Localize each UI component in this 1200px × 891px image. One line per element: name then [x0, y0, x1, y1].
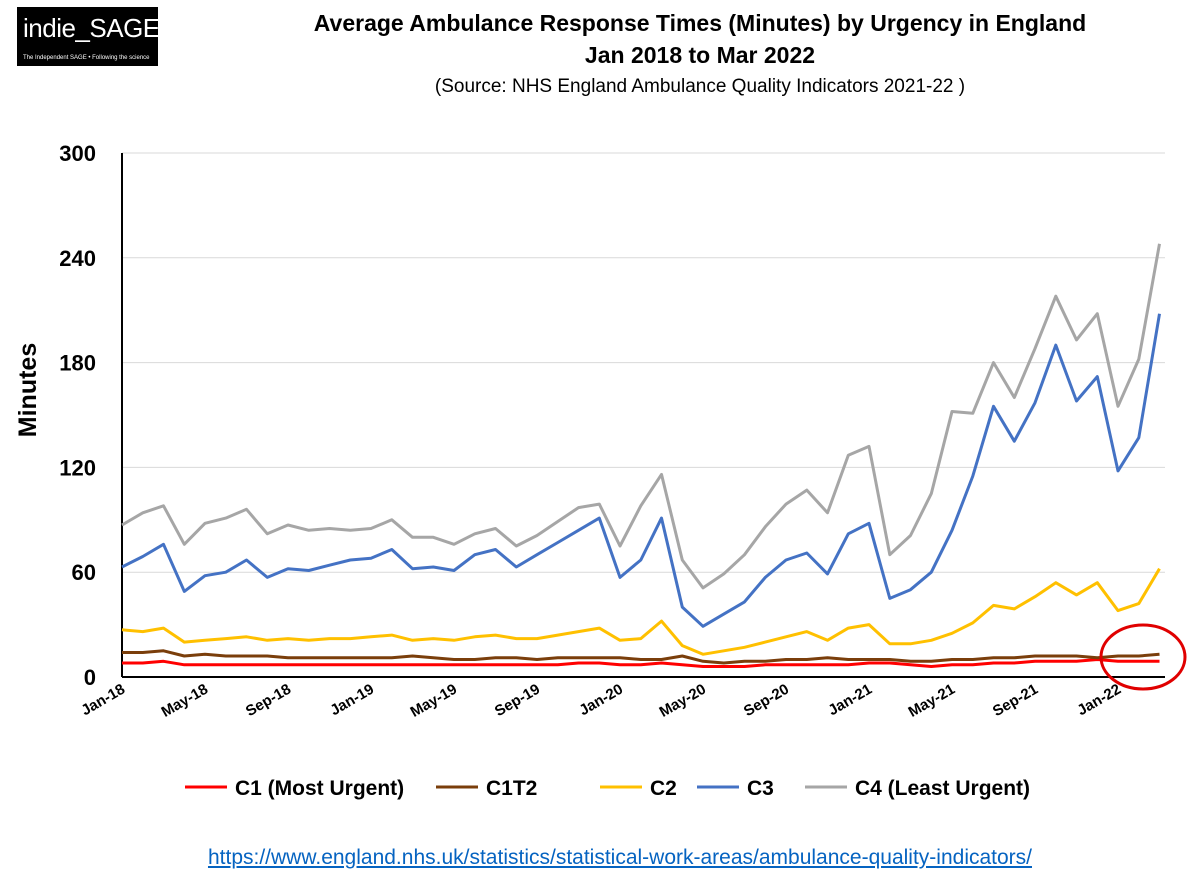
x-tick-label: Jan-20 — [576, 681, 626, 719]
x-tick-label: May-19 — [407, 681, 460, 721]
x-tick-label: Sep-19 — [492, 681, 543, 720]
legend-label: C1 (Most Urgent) — [235, 777, 404, 800]
series-line-c1 — [122, 658, 1160, 668]
x-tick-label: May-21 — [905, 681, 958, 721]
y-axis-ticks: 0 60 120 180 240 300 — [59, 141, 96, 690]
logo-tagline: The Independent SAGE • Following the sci… — [23, 55, 150, 61]
x-tick-label: Sep-20 — [741, 681, 792, 720]
highlight-circle — [1099, 623, 1187, 691]
x-tick-label: May-18 — [158, 681, 211, 721]
series-line-c2 — [121, 567, 1161, 656]
legend-label: C3 — [747, 777, 774, 800]
x-tick-label: Sep-21 — [990, 681, 1041, 720]
y-tick-label: 60 — [72, 560, 96, 585]
logo-name: indie_SAGE — [23, 13, 160, 43]
x-tick-label: Jan-19 — [327, 681, 377, 719]
x-tick-label: May-20 — [656, 681, 709, 721]
series-line-c4 — [121, 243, 1161, 590]
y-tick-label: 300 — [59, 141, 96, 166]
y-tick-label: 0 — [84, 665, 96, 690]
source-link[interactable]: https://www.england.nhs.uk/statistics/st… — [207, 846, 1032, 869]
indie-sage-logo: indie_SAGE The Independent SAGE • Follow… — [17, 7, 160, 66]
legend: C1 (Most Urgent) C1T2 C2 C3 C4 (Least Urgent… — [185, 777, 1030, 800]
chart-title: Average Ambulance Response Times (Minute… — [313, 10, 1087, 36]
legend-label: C1T2 — [486, 777, 537, 800]
x-tick-label: Jan-21 — [825, 681, 875, 719]
x-tick-label: Sep-18 — [243, 681, 294, 720]
chart-date-range: Jan 2018 to Mar 2022 — [584, 42, 816, 68]
series-lines — [121, 243, 1161, 668]
legend-label: C4 (Least Urgent) — [855, 777, 1030, 800]
series-line-c1t2 — [122, 649, 1160, 665]
x-axis-ticks: Jan-18 May-18 Sep-18 Jan-19 May-19 Sep-19 Jan-… — [78, 681, 1124, 721]
y-tick-label: 180 — [59, 351, 96, 376]
gridlines — [122, 152, 1165, 573]
legend-label: C2 — [650, 777, 677, 800]
x-tick-label: Jan-22 — [1074, 681, 1124, 719]
y-tick-label: 120 — [59, 455, 96, 480]
axes — [121, 153, 1165, 678]
chart-source: (Source: NHS England Ambulance Quality I… — [434, 76, 966, 97]
y-axis-label: Minutes — [14, 343, 42, 437]
series-line-c3 — [121, 313, 1161, 628]
y-tick-label: 240 — [59, 246, 96, 271]
